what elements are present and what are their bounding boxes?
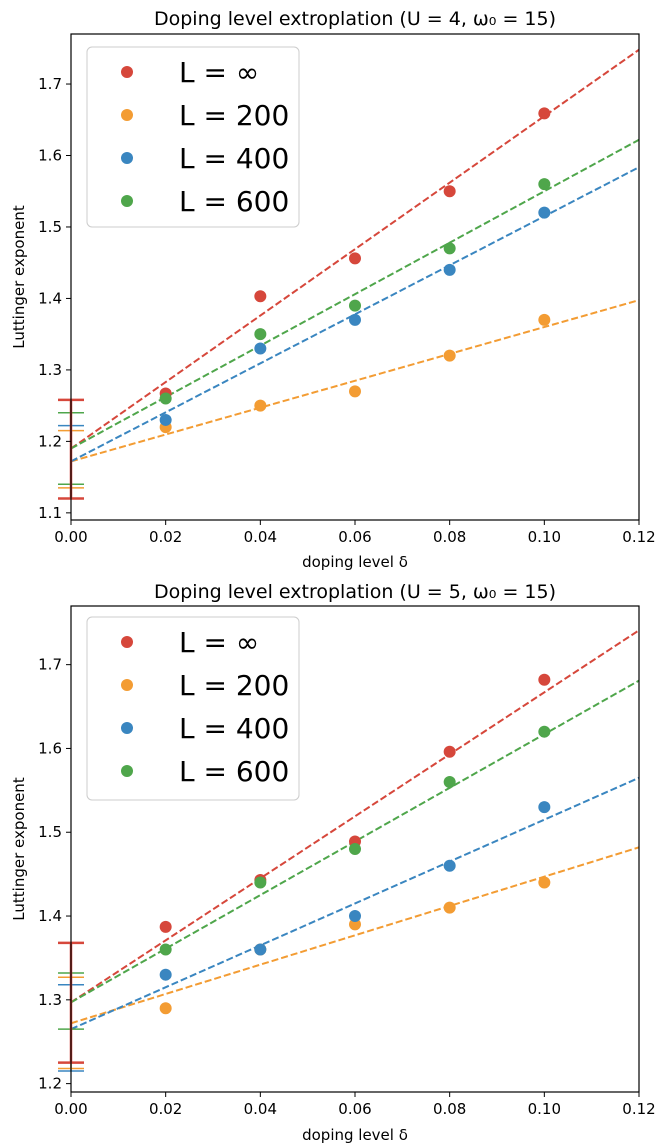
legend-marker-1 (121, 636, 133, 648)
y-tick-label: 1.7 (38, 75, 62, 93)
fit-line-1 (71, 629, 639, 1004)
data-point-3-3 (349, 313, 361, 326)
y-tick-label: 1.3 (38, 361, 62, 379)
fit-line-2 (71, 299, 639, 463)
chart-title: Doping level extroplation (U = 4, ω₀ = 1… (154, 8, 556, 30)
y-tick-label: 1.5 (38, 823, 62, 841)
data-point-1-5 (538, 107, 551, 120)
data-point-2-3 (349, 918, 361, 931)
legend-box (86, 616, 300, 801)
legend-label-1: L = ∞ (179, 56, 259, 89)
y-tick-label: 1.4 (38, 907, 62, 925)
chart-panel-2: Doping level extroplation (U = 5, ω₀ = 1… (10, 581, 656, 1144)
x-tick-label: 0.00 (54, 1100, 87, 1118)
legend-marker-2 (121, 679, 133, 691)
data-point-3-3 (349, 910, 361, 923)
y-tick-label: 1.6 (38, 147, 62, 165)
data-point-4-5 (538, 725, 551, 738)
x-tick-label: 0.04 (244, 528, 277, 546)
data-point-4-2 (254, 876, 267, 889)
legend-marker-4 (121, 765, 133, 777)
data-point-1-5 (538, 673, 551, 686)
legend-marker-2 (121, 109, 133, 121)
data-point-2-4 (443, 349, 456, 362)
x-tick-label: 0.06 (338, 528, 371, 546)
fit-line-3 (71, 776, 639, 1031)
y-axis-label: Luttinger exponent (10, 777, 28, 921)
data-point-4-4 (443, 775, 456, 788)
data-point-4-3 (349, 843, 361, 855)
legend-label-2: L = 200 (179, 669, 289, 702)
x-tick-label: 0.08 (433, 1100, 466, 1118)
data-point-3-5 (538, 206, 551, 219)
data-point-4-1 (159, 943, 172, 956)
data-point-4-4 (443, 242, 456, 255)
legend-marker-1 (121, 66, 133, 78)
data-point-3-1 (159, 413, 172, 426)
data-point-4-5 (538, 178, 551, 191)
legend-label-4: L = 600 (179, 755, 289, 788)
data-point-4-2 (254, 328, 267, 341)
data-point-2-4 (443, 901, 456, 914)
chart-panel-1: Doping level extroplation (U = 4, ω₀ = 1… (10, 8, 656, 571)
data-point-2-3 (349, 385, 361, 398)
fit-line-2 (71, 846, 639, 1025)
x-axis-label: doping level δ (302, 1126, 408, 1144)
x-tick-label: 0.12 (622, 528, 655, 546)
data-point-3-2 (254, 342, 267, 355)
x-tick-label: 0.00 (54, 528, 87, 546)
x-axis-label: doping level δ (302, 553, 408, 571)
chart-title: Doping level extroplation (U = 5, ω₀ = 1… (154, 581, 556, 603)
data-point-3-4 (443, 263, 456, 276)
y-tick-label: 1.1 (38, 504, 62, 522)
y-tick-label: 1.3 (38, 991, 62, 1009)
legend-label-2: L = 200 (179, 99, 289, 132)
data-point-2-2 (254, 399, 267, 412)
data-point-3-4 (443, 859, 456, 872)
x-tick-label: 0.04 (244, 1100, 277, 1118)
data-point-1-4 (443, 745, 456, 758)
data-point-4-1 (159, 392, 172, 405)
y-axis-label: Luttinger exponent (10, 205, 28, 349)
x-tick-label: 0.02 (149, 1100, 182, 1118)
y-tick-label: 1.6 (38, 739, 62, 757)
data-point-3-2 (254, 943, 267, 956)
y-tick-label: 1.2 (38, 1075, 62, 1093)
y-tick-label: 1.4 (38, 289, 62, 307)
legend-marker-4 (121, 195, 133, 207)
legend-marker-3 (121, 152, 133, 164)
data-point-3-1 (159, 968, 172, 981)
legend-label-3: L = 400 (179, 142, 289, 175)
fit-line-4 (71, 138, 639, 450)
fit-line-1 (71, 48, 639, 450)
y-tick-label: 1.5 (38, 218, 62, 236)
data-point-2-5 (538, 876, 551, 889)
legend-label-4: L = 600 (179, 185, 289, 218)
x-tick-label: 0.12 (622, 1100, 655, 1118)
data-point-1-4 (443, 185, 456, 198)
y-tick-label: 1.7 (38, 656, 62, 674)
data-point-4-3 (349, 299, 361, 312)
data-point-1-3 (349, 252, 361, 265)
legend-marker-3 (121, 722, 133, 734)
data-point-1-2 (254, 290, 267, 303)
x-tick-label: 0.02 (149, 528, 182, 546)
legend-box (86, 46, 300, 228)
x-tick-label: 0.08 (433, 528, 466, 546)
data-point-2-5 (538, 313, 551, 326)
y-tick-label: 1.2 (38, 432, 62, 450)
data-point-1-1 (159, 920, 172, 933)
x-tick-label: 0.10 (528, 1100, 561, 1118)
x-tick-label: 0.06 (338, 1100, 371, 1118)
x-tick-label: 0.10 (528, 528, 561, 546)
legend-label-1: L = ∞ (179, 626, 259, 659)
legend-label-3: L = 400 (179, 712, 289, 745)
data-point-2-1 (159, 1002, 172, 1015)
data-point-3-5 (538, 801, 551, 814)
